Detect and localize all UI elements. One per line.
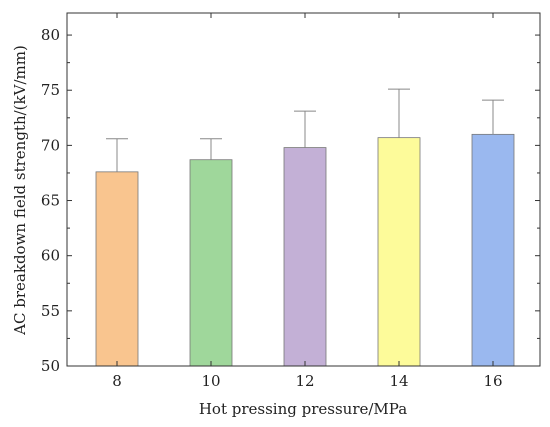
y-tick-label-70: 70: [41, 136, 60, 154]
bars-group: [95, 133, 515, 367]
y-tick-label-60: 60: [41, 247, 60, 265]
error-bars-group: [106, 88, 504, 172]
bar-14: [377, 137, 421, 367]
y-axis-label: AC breakdown field strength/(kV/mm): [11, 45, 29, 336]
y-tick-label-55: 55: [41, 302, 60, 320]
plot-frame: [66, 12, 541, 367]
bar-8: [95, 171, 139, 367]
bar-16: [471, 133, 515, 367]
x-tick-label-14: 14: [389, 372, 408, 390]
y-tick-label-50: 50: [41, 357, 60, 375]
y-tick-label-80: 80: [41, 26, 60, 44]
axis-ticks-group: [67, 13, 540, 367]
y-tick-labels: 50 55 60 65 70 75 80: [41, 26, 60, 375]
x-tick-labels: 8 10 12 14 16: [112, 372, 502, 390]
y-tick-label-75: 75: [41, 81, 60, 99]
bar-10: [189, 159, 233, 367]
x-tick-label-8: 8: [112, 372, 122, 390]
y-tick-label-65: 65: [41, 192, 60, 210]
x-tick-label-12: 12: [295, 372, 314, 390]
x-axis-label: Hot pressing pressure/MPa: [199, 400, 407, 418]
x-tick-label-10: 10: [201, 372, 220, 390]
bar-12: [283, 147, 327, 367]
x-tick-label-16: 16: [483, 372, 502, 390]
